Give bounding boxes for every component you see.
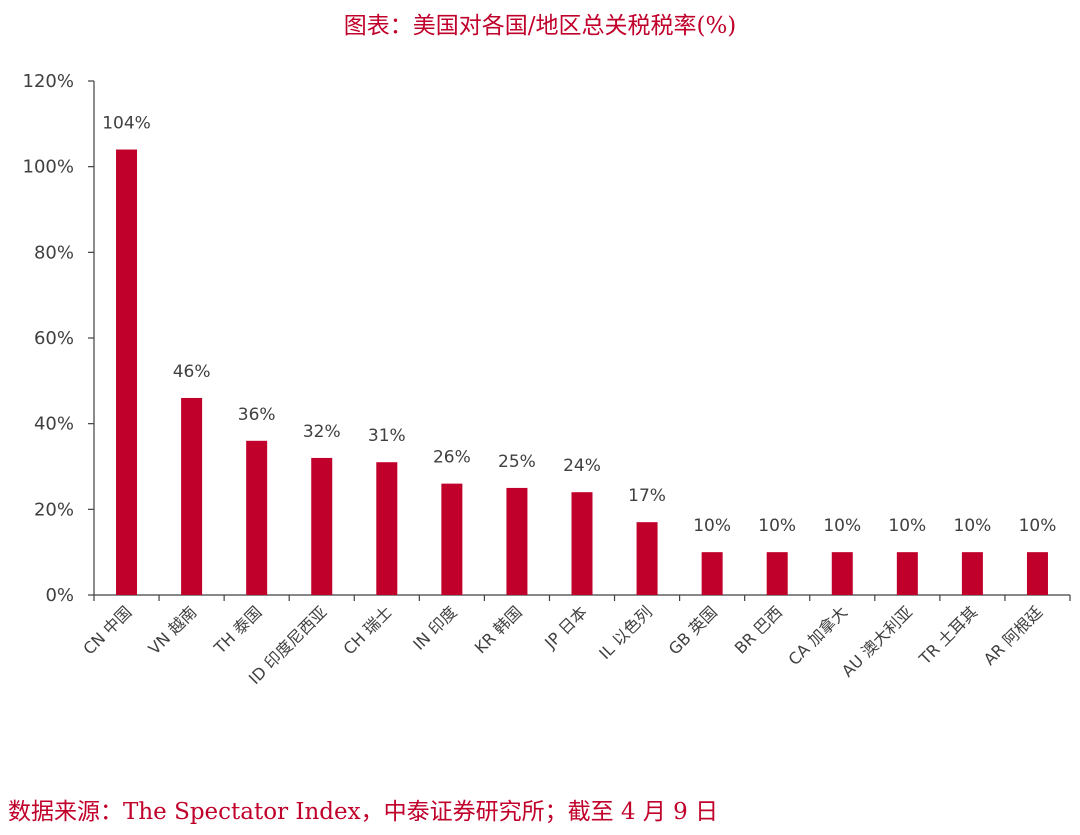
data-label: 24% — [563, 456, 601, 476]
bar — [636, 522, 658, 595]
y-tick-label: 100% — [23, 157, 74, 178]
category-label: BR 巴西 — [731, 602, 786, 657]
bar — [181, 397, 203, 595]
data-label: 10% — [1019, 516, 1057, 536]
bar — [116, 149, 138, 596]
bar — [701, 552, 723, 595]
bar — [311, 457, 333, 595]
chart-title: 图表：美国对各国/地区总关税税率(%) — [343, 13, 737, 39]
data-label: 17% — [628, 486, 666, 506]
bar — [961, 552, 983, 595]
category-label: JP 日本 — [540, 602, 591, 653]
category-label: CN 中国 — [79, 602, 135, 658]
bar — [831, 552, 853, 595]
data-label: 25% — [498, 452, 536, 472]
bars — [116, 149, 1048, 596]
bar — [246, 440, 268, 595]
bar — [376, 462, 398, 595]
data-label: 36% — [238, 405, 276, 425]
bar-chart: 0% 20% 40% 60% 80% 100% 120% 104% 46% 36% 32% 31% 2… — [23, 71, 1071, 688]
category-label: IN 印度 — [409, 602, 460, 653]
category-label: KR 韩国 — [471, 602, 526, 657]
data-label: 26% — [433, 448, 471, 468]
category-label: AR 阿根廷 — [980, 602, 1047, 669]
y-tick-label: 0% — [45, 585, 74, 606]
bar — [1026, 552, 1048, 595]
y-tick-label: 20% — [34, 499, 74, 520]
bar — [766, 552, 788, 595]
data-label: 10% — [888, 516, 926, 536]
category-label: CH 瑞士 — [340, 602, 396, 658]
y-tick-label: 60% — [34, 328, 74, 349]
category-label: CA 加拿大 — [784, 602, 851, 669]
bar — [896, 552, 918, 595]
source-note: 数据来源：The Spectator Index，中泰证券研究所；截至 4 月 … — [8, 799, 719, 825]
data-label: 31% — [368, 426, 406, 446]
data-labels: 104% 46% 36% 32% 31% 26% 25% 24% 17% 10% 10% 10% 10%… — [102, 114, 1056, 537]
data-label: 10% — [954, 516, 992, 536]
category-label: GB 英国 — [665, 602, 721, 658]
y-tick-label: 80% — [34, 242, 74, 263]
data-label: 46% — [173, 362, 211, 382]
data-label: 10% — [758, 516, 796, 536]
bar — [571, 492, 593, 595]
data-label: 32% — [303, 422, 341, 442]
y-tick-label: 40% — [34, 414, 74, 435]
category-label: AU 澳大利亚 — [838, 602, 916, 680]
data-label: 10% — [693, 516, 731, 536]
data-label: 104% — [102, 114, 151, 134]
bar — [441, 483, 463, 595]
category-label: VN 越南 — [145, 602, 201, 658]
category-label: TR 土耳其 — [915, 602, 981, 668]
category-label: IL 以色列 — [595, 602, 656, 663]
y-tick-label: 120% — [23, 71, 74, 92]
bar — [506, 487, 528, 595]
category-label: TH 泰国 — [210, 602, 266, 658]
data-label: 10% — [823, 516, 861, 536]
